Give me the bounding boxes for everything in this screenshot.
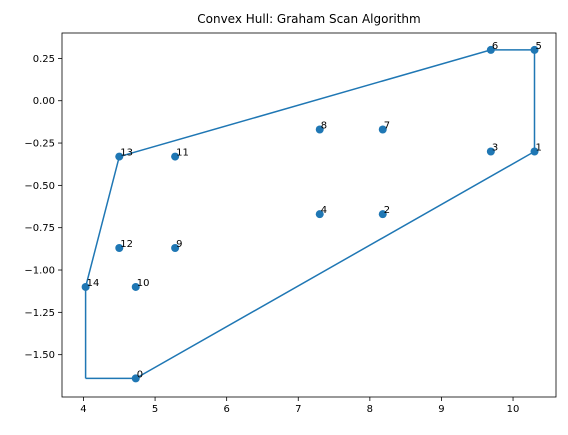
y-axis: 0.25 0.00 −0.25 −0.50 −0.75 −1.00 −1.25 −1.50 xyxy=(24,54,62,361)
point-9 xyxy=(171,244,180,253)
y-tick-label-6: −1.25 xyxy=(24,308,55,319)
y-tick-label-1: 0.00 xyxy=(33,96,55,107)
point-10 xyxy=(131,282,140,291)
y-tick-label-7: −1.50 xyxy=(24,350,55,361)
y-tick-label-5: −1.00 xyxy=(24,266,55,277)
point-3 xyxy=(486,147,495,156)
x-tick-label-9: 9 xyxy=(438,404,444,415)
x-tick-label-5: 5 xyxy=(152,404,158,415)
x-tick-label-6: 6 xyxy=(223,404,229,415)
point-label-1: 1 xyxy=(536,143,542,154)
point-label-3: 3 xyxy=(492,143,498,154)
point-label-11: 11 xyxy=(176,148,189,159)
point-label-5: 5 xyxy=(536,41,542,52)
hull-layer xyxy=(84,49,536,380)
point-0 xyxy=(131,374,140,383)
point-2 xyxy=(378,210,387,219)
point-label-13: 13 xyxy=(120,148,133,159)
points-layer xyxy=(81,45,539,383)
point-6 xyxy=(486,45,495,54)
point-label-2: 2 xyxy=(384,205,390,216)
hull-line xyxy=(84,49,536,380)
point-label-6: 6 xyxy=(492,41,498,52)
point-label-4: 4 xyxy=(321,205,327,216)
y-tick-label-0: 0.25 xyxy=(33,54,55,65)
point-label-0: 0 xyxy=(137,369,143,380)
y-tick-label-4: −0.75 xyxy=(24,223,55,234)
chart-title: Convex Hull: Graham Scan Algorithm xyxy=(197,12,420,26)
y-tick-label-3: −0.50 xyxy=(24,181,55,192)
point-label-14: 14 xyxy=(87,278,100,289)
point-8 xyxy=(315,125,324,134)
point-13 xyxy=(115,152,124,161)
point-4 xyxy=(315,210,324,219)
x-axis: 4 5 6 7 8 9 10 xyxy=(80,397,519,415)
x-tick-label-4: 4 xyxy=(80,404,86,415)
point-1 xyxy=(530,147,539,156)
x-tick-label-8: 8 xyxy=(367,404,373,415)
point-5 xyxy=(530,45,539,54)
point-label-12: 12 xyxy=(120,239,133,250)
point-11 xyxy=(171,152,180,161)
axes-frame xyxy=(61,32,557,398)
x-tick-label-7: 7 xyxy=(295,404,301,415)
y-tick-label-2: −0.25 xyxy=(24,139,55,150)
x-tick-label-10: 10 xyxy=(507,404,520,415)
point-label-8: 8 xyxy=(321,121,327,132)
point-14 xyxy=(81,282,90,291)
point-label-10: 10 xyxy=(137,278,150,289)
point-12 xyxy=(115,244,124,253)
point-7 xyxy=(378,125,387,134)
point-label-7: 7 xyxy=(384,121,390,132)
point-label-9: 9 xyxy=(176,239,182,250)
